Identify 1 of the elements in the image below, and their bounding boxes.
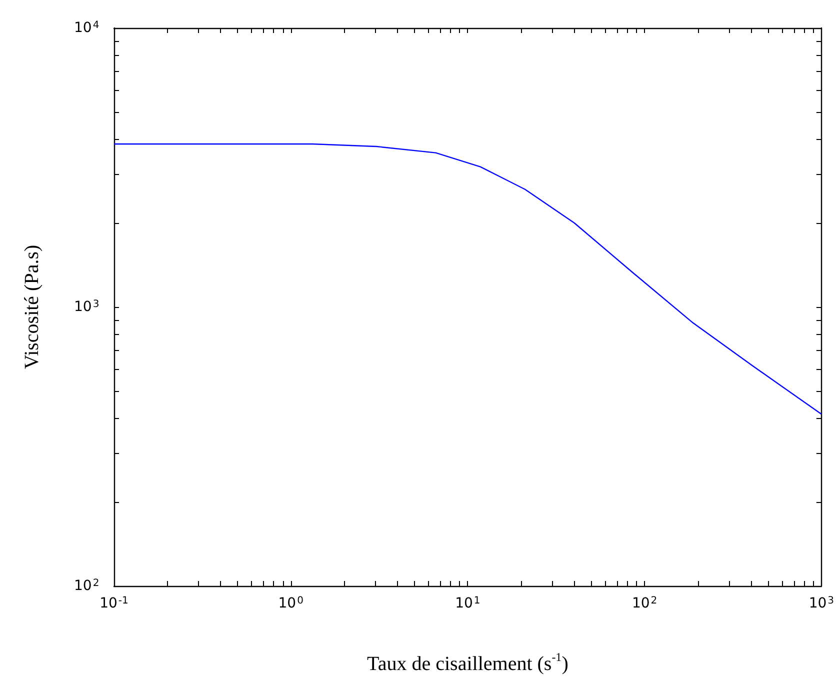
y-axis-title: Viscosité (Pa.s) (21, 244, 43, 370)
